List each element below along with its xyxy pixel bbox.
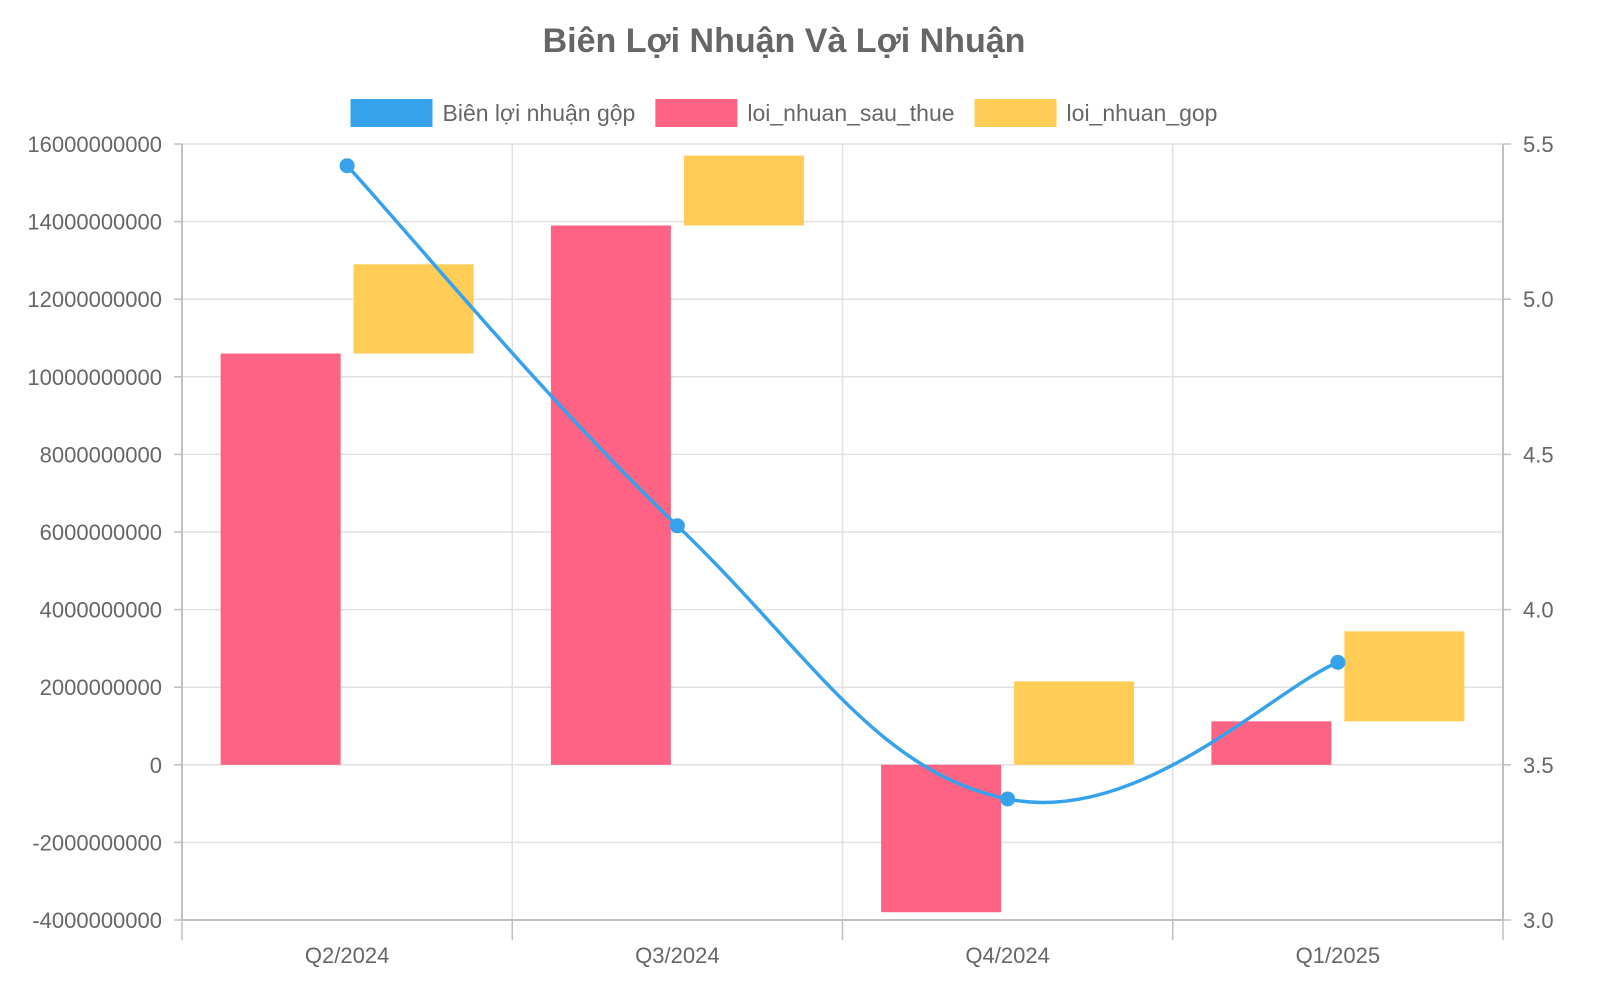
line-bien-loi-nhuan-gop <box>345 164 1339 805</box>
line-point <box>1330 654 1346 670</box>
y-left-tick-label: 12000000000 <box>27 287 162 312</box>
line-point <box>339 158 355 174</box>
chart-legend: Biên lợi nhuận gộp loi_nhuan_sau_thue loi_… <box>350 99 1218 127</box>
y-right-tick-label: 4.0 <box>1523 598 1554 623</box>
bar-loi-nhuan-sau-thue <box>220 353 341 765</box>
y-right-tick-label: 5.5 <box>1523 132 1554 157</box>
line-layer <box>339 158 1346 807</box>
x-tick-label: Q1/2025 <box>1296 943 1380 968</box>
y-left-tick-label: 16000000000 <box>27 132 162 157</box>
bar-loi-nhuan-sau-thue <box>881 764 1002 913</box>
bar-loi-nhuan-sau-thue <box>1211 721 1332 765</box>
legend-label: Biên lợi nhuận gộp <box>443 100 636 126</box>
y-left-tick-label: -2000000000 <box>32 830 162 855</box>
legend-swatch <box>974 99 1057 127</box>
y-left-tick-label: -4000000000 <box>32 908 162 933</box>
chart-title: Biên Lợi Nhuận Và Lợi Nhuận <box>543 22 1026 60</box>
x-tick-label: Q3/2024 <box>635 943 719 968</box>
y-right-tick-label: 4.5 <box>1523 442 1554 467</box>
bar-loi-nhuan-sau-thue <box>550 225 671 765</box>
y-left-tick-label: 2000000000 <box>40 675 162 700</box>
y-left-tick-label: 4000000000 <box>40 598 162 623</box>
x-tick-label: Q4/2024 <box>965 943 1049 968</box>
y-left-tick-label: 8000000000 <box>40 442 162 467</box>
bar-loi-nhuan-gop <box>353 264 474 354</box>
bar-loi-nhuan-gop <box>1014 681 1135 765</box>
y-left-tick-label: 10000000000 <box>27 365 162 390</box>
y-right-tick-label: 3.0 <box>1523 908 1554 933</box>
legend-label: loi_nhuan_sau_thue <box>747 100 954 126</box>
y-right-tick-label: 3.5 <box>1523 753 1554 778</box>
legend-swatch <box>655 99 738 127</box>
x-tick-label: Q2/2024 <box>305 943 389 968</box>
legend-label: loi_nhuan_gop <box>1067 100 1218 126</box>
grid-lines <box>181 143 1504 921</box>
y-right-tick-label: 5.0 <box>1523 287 1554 312</box>
bar-loi-nhuan-gop <box>683 155 804 226</box>
bars-layer <box>220 155 1465 913</box>
y-left-tick-label: 14000000000 <box>27 210 162 235</box>
bar-loi-nhuan-gop <box>1344 631 1465 722</box>
tick-labels-layer: 16000000000 14000000000 12000000000 1000000… <box>27 132 1553 968</box>
axes-layer <box>174 143 1511 940</box>
y-left-tick-label: 6000000000 <box>40 520 162 545</box>
line-point <box>1000 791 1016 807</box>
line-point <box>669 518 685 534</box>
legend-swatch <box>350 99 433 127</box>
y-left-tick-label: 0 <box>150 753 162 778</box>
